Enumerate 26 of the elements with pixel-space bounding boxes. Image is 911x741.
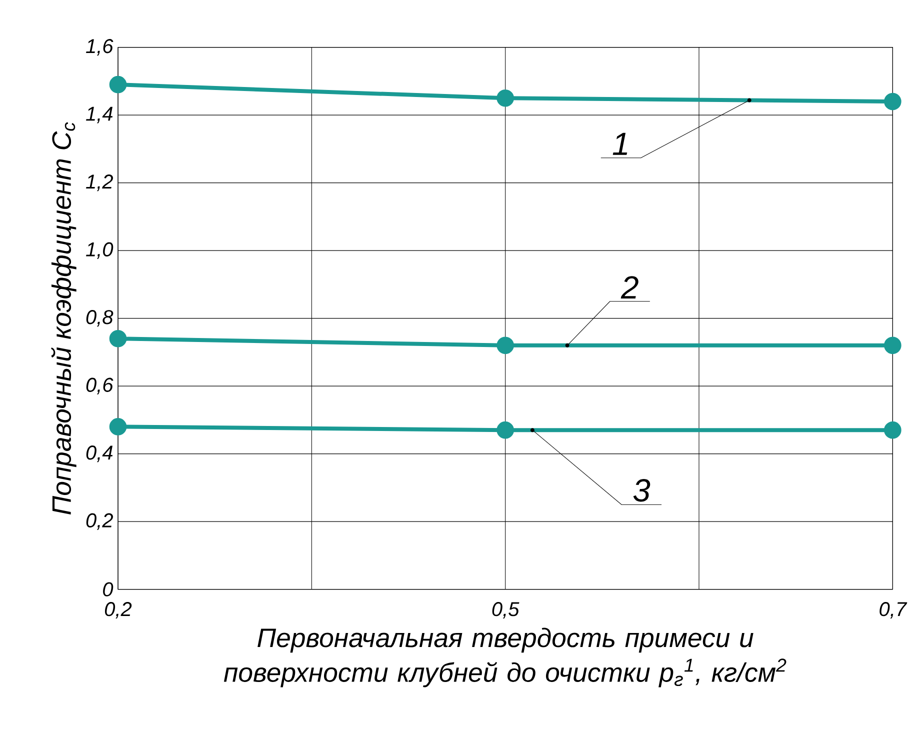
y-tick-label: 1,4 xyxy=(86,106,113,124)
y-tick-label: 0,2 xyxy=(86,513,113,530)
y-tick-label: 0,6 xyxy=(86,378,114,394)
series-label: 3 xyxy=(633,478,650,502)
x-tick-label: 0,5 xyxy=(492,602,520,618)
point xyxy=(884,336,902,354)
point xyxy=(884,421,902,439)
point xyxy=(496,421,514,439)
y-tick-label: 1,0 xyxy=(86,242,114,259)
point xyxy=(109,76,127,94)
point xyxy=(109,418,127,436)
y-tick-label: 1,2 xyxy=(86,174,113,191)
point xyxy=(884,92,902,110)
y-tick-label: 1,6 xyxy=(86,38,114,56)
y-axis-title: Поправочный коэффициент C$_{c}$ xyxy=(51,122,76,514)
x-axis-title: Первоначальная твердость примеси и поверхности клубней до очистки p$_{г}$$^{1}$, кг/см$^{2}$ xyxy=(224,628,786,688)
y-tick-label: 0,4 xyxy=(86,445,113,462)
series-label: 2 xyxy=(620,276,638,298)
point xyxy=(109,330,127,348)
y-tick-label: 0,8 xyxy=(86,310,114,326)
y-tick-label: 0 xyxy=(103,582,114,596)
x-tick-label: 0,7 xyxy=(880,602,908,618)
point xyxy=(496,89,514,107)
point xyxy=(496,336,514,354)
series-label: 1 xyxy=(612,132,628,155)
x-tick-label: 0,2 xyxy=(104,602,132,618)
